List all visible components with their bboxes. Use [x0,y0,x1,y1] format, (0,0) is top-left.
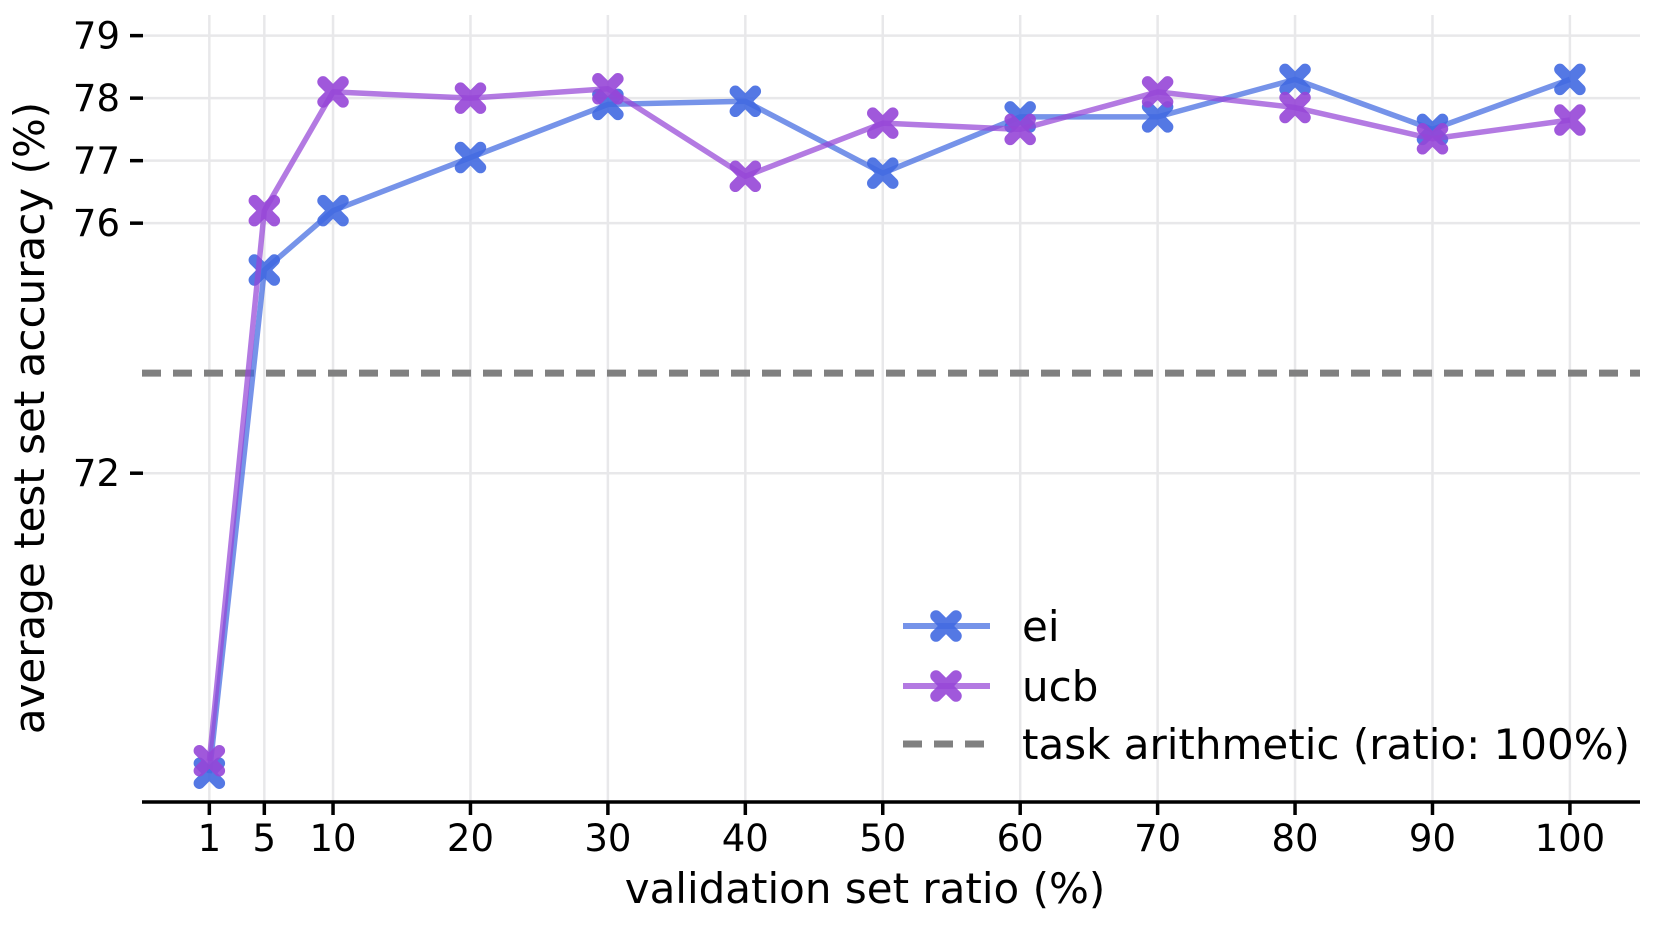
ei-marker-x20 [454,141,487,174]
x-tick-label-5: 5 [253,817,277,860]
legend-label-task-arithmetic: task arithmetic (ratio: 100%) [1022,720,1630,769]
ei-marker-x50 [867,157,899,189]
legend-item-ei: ei [903,602,1060,651]
x-tick-label-90: 90 [1409,817,1456,860]
ucb-marker-x80 [1279,91,1311,124]
legend-item-task-arithmetic: task arithmetic (ratio: 100%) [903,720,1630,769]
x-axis-spine [130,33,1640,815]
ucb-marker-x10 [317,76,349,108]
x-tick-label-20: 20 [447,817,494,860]
ucb-marker-x70 [1141,76,1174,108]
y-axis-label: average test set accuracy (%) [5,102,54,734]
ei-marker-x70 [1141,101,1174,133]
x-axis-label: validation set ratio (%) [625,864,1106,913]
legend-item-ucb: ucb [903,662,1098,711]
x-tick-label-30: 30 [584,817,631,860]
tick-labels: 1 5 10 20 30 40 50 60 70 80 90 100 79 78 77 76 72 [73,15,1605,860]
legend-sample-ucb-line [903,670,990,702]
ei-marker-x10 [317,194,349,227]
y-tick-label-77: 77 [73,140,120,183]
x-tick-label-80: 80 [1272,817,1319,860]
ucb-marker-x40 [729,160,762,193]
y-tick-label-78: 78 [73,77,120,120]
legend: ei ucb task arithmetic (ratio: 100%) [903,602,1630,769]
x-tick-label-40: 40 [722,817,769,860]
legend-label-ucb: ucb [1022,662,1098,711]
ucb-marker-x1 [193,744,226,777]
ucb-line [206,86,1571,762]
ucb-marker-x100 [1554,104,1586,136]
ucb-marker-x5 [248,194,281,227]
ucb-marker-x90 [1416,123,1449,155]
y-tick-label-72: 72 [73,452,120,495]
x-tick-label-60: 60 [997,817,1044,860]
legend-sample-ei-line [903,610,990,642]
ucb-marker-x20 [454,82,487,114]
ei-marker-x40 [729,85,762,118]
series-lines [193,63,1586,789]
ucb-marker-x30 [592,73,624,105]
x-tick-label-1: 1 [198,817,222,860]
legend-label-ei: ei [1022,602,1060,651]
y-tick-label-79: 79 [73,15,120,58]
x-tick-label-50: 50 [859,817,906,860]
x-tick-label-100: 100 [1535,817,1606,860]
ucb-marker-x50 [867,107,899,139]
y-tick-label-76: 76 [73,202,120,245]
x-tick-label-10: 10 [309,817,356,860]
ei-marker-x80 [1279,63,1311,96]
ei-marker-x100 [1554,63,1586,96]
ucb-marker-x60 [1004,113,1036,146]
x-tick-label-70: 70 [1134,817,1181,860]
